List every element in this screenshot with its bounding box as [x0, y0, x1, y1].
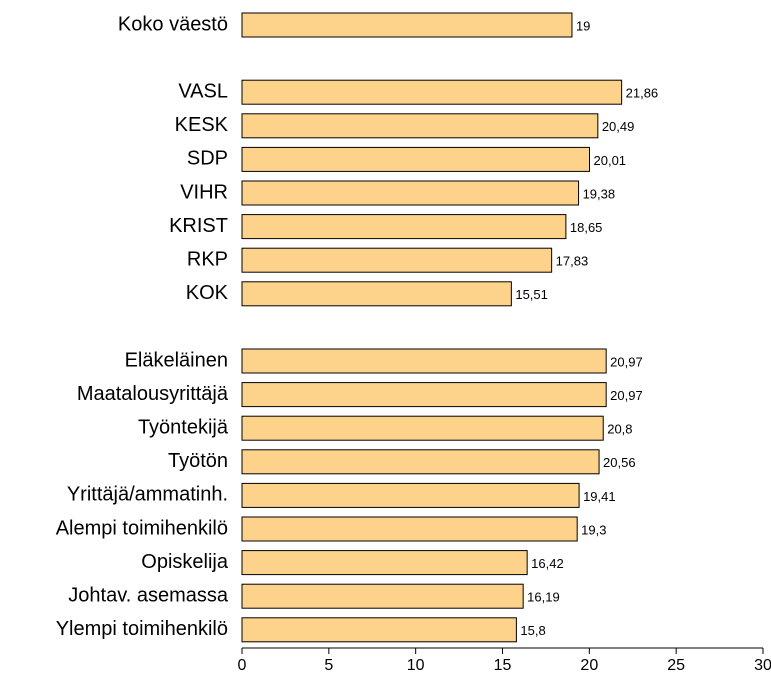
x-tick-label: 0 — [238, 657, 247, 674]
x-tick-label: 25 — [667, 657, 685, 674]
bar — [241, 482, 580, 508]
bar — [241, 382, 607, 408]
value-label: 16,19 — [527, 590, 560, 605]
value-label: 20,97 — [610, 354, 643, 369]
bar — [241, 583, 524, 609]
bar — [241, 516, 578, 542]
value-label: 20,01 — [594, 153, 627, 168]
category-label: VIHR — [180, 181, 228, 203]
category-label: Alempi toimihenkilö — [56, 517, 228, 539]
category-label: Koko väestö — [118, 13, 228, 35]
x-tick-label: 15 — [494, 657, 512, 674]
category-label: SDP — [187, 148, 228, 170]
bar — [241, 281, 512, 307]
bar — [241, 12, 573, 38]
value-label: 19,38 — [583, 186, 616, 201]
bar — [241, 146, 591, 172]
bar — [241, 113, 599, 139]
value-label: 17,83 — [556, 254, 589, 269]
x-tick-label: 30 — [754, 657, 771, 674]
category-label: KESK — [175, 114, 229, 136]
bar — [241, 348, 607, 374]
value-label: 20,56 — [603, 455, 636, 470]
value-label: 21,86 — [626, 86, 659, 101]
x-tick-label: 5 — [324, 657, 333, 674]
category-label: RKP — [187, 248, 228, 270]
value-label: 20,97 — [610, 388, 643, 403]
value-label: 16,42 — [531, 556, 564, 571]
value-label: 20,49 — [602, 119, 635, 134]
category-label: Maatalousyrittäjä — [77, 383, 229, 405]
bar — [241, 247, 553, 273]
value-label: 15,51 — [515, 287, 548, 302]
x-tick-label: 20 — [580, 657, 598, 674]
value-label: 20,8 — [607, 422, 632, 437]
value-label: 15,8 — [520, 623, 545, 638]
category-label: Ylempi toimihenkilö — [56, 618, 228, 640]
bar — [241, 449, 600, 475]
bar — [241, 617, 517, 643]
category-label: Yrittäjä/ammatinh. — [67, 484, 228, 506]
category-label: Työtön — [168, 450, 228, 472]
value-label: 19 — [576, 18, 590, 33]
category-label: Opiskelija — [141, 551, 229, 573]
x-tick-label: 10 — [407, 657, 425, 674]
bar — [241, 550, 528, 576]
value-label: 19,3 — [581, 522, 606, 537]
bar — [241, 180, 580, 206]
bar — [241, 214, 567, 240]
category-label: KRIST — [169, 215, 228, 237]
bar — [241, 79, 623, 105]
value-label: 18,65 — [570, 220, 603, 235]
category-label: Työntekijä — [138, 416, 229, 438]
bar — [241, 415, 604, 441]
category-label: Johtav. asemassa — [68, 584, 229, 606]
category-label: KOK — [186, 282, 229, 304]
value-label: 19,41 — [583, 489, 616, 504]
category-label: VASL — [178, 80, 228, 102]
category-label: Eläkeläinen — [125, 349, 228, 371]
